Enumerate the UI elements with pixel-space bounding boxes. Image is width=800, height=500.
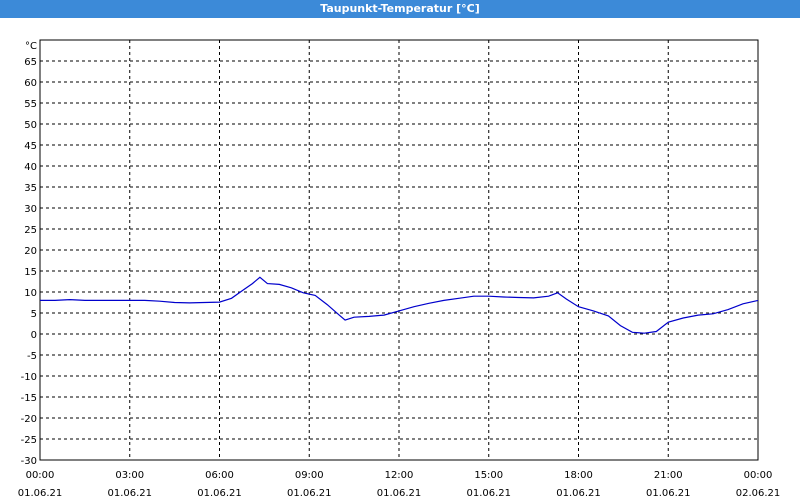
- x-tick-date: 01.06.21: [287, 488, 332, 499]
- x-tick-time: 18:00: [564, 470, 593, 481]
- x-tick-date: 01.06.21: [466, 488, 511, 499]
- y-tick-label: -15: [21, 393, 37, 404]
- chart-series: [40, 276, 759, 334]
- y-tick-label: 20: [24, 246, 37, 257]
- x-tick-date: 01.06.21: [646, 488, 691, 499]
- y-tick-label: 45: [24, 141, 37, 152]
- x-tick-time: 00:00: [744, 470, 773, 481]
- x-tick-date: 01.06.21: [18, 488, 63, 499]
- y-tick-label: 30: [24, 204, 37, 215]
- y-tick-label: -30: [21, 456, 37, 467]
- x-tick-time: 12:00: [385, 470, 414, 481]
- x-tick-date: 01.06.21: [377, 488, 422, 499]
- plot-frame: [39, 39, 759, 461]
- y-tick-label: 15: [24, 267, 37, 278]
- dewpoint-series-line: [40, 276, 759, 334]
- x-tick-date: 01.06.21: [107, 488, 152, 499]
- x-tick-date: 01.06.21: [197, 488, 242, 499]
- y-tick-label: 40: [24, 162, 37, 173]
- y-axis: 65605550454035302520151050-5-10-15-20-25…: [21, 57, 37, 467]
- x-tick-date: 02.06.21: [736, 488, 781, 499]
- x-tick-time: 09:00: [295, 470, 324, 481]
- y-tick-label: 60: [24, 78, 37, 89]
- y-tick-label: 65: [24, 57, 37, 68]
- y-tick-label: -5: [27, 351, 37, 362]
- x-tick-time: 06:00: [205, 470, 234, 481]
- y-tick-label: 35: [24, 183, 37, 194]
- y-tick-label: -10: [21, 372, 37, 383]
- x-axis: 00:00 01.06.21 03:00 01.06.21 06:00 01.06.21 0…: [18, 470, 781, 499]
- x-tick-time: 03:00: [115, 470, 144, 481]
- x-tick-time: 15:00: [474, 470, 503, 481]
- y-tick-label: 50: [24, 120, 37, 131]
- x-tick-date: 01.06.21: [556, 488, 601, 499]
- dewpoint-chart: 65605550454035302520151050-5-10-15-20-25…: [18, 39, 781, 499]
- window-title: Taupunkt-Temperatur [°C]: [0, 0, 800, 18]
- y-tick-label: -20: [21, 414, 37, 425]
- y-tick-label: -25: [21, 435, 37, 446]
- x-tick-time: 00:00: [26, 470, 55, 481]
- x-tick-time: 21:00: [654, 470, 683, 481]
- y-tick-label: 10: [24, 288, 37, 299]
- y-unit-label: °C: [25, 41, 37, 52]
- y-tick-label: 55: [24, 99, 37, 110]
- y-tick-label: 0: [31, 330, 37, 341]
- chart-grid: [40, 40, 758, 460]
- y-tick-label: 5: [31, 309, 37, 320]
- y-tick-label: 25: [24, 225, 37, 236]
